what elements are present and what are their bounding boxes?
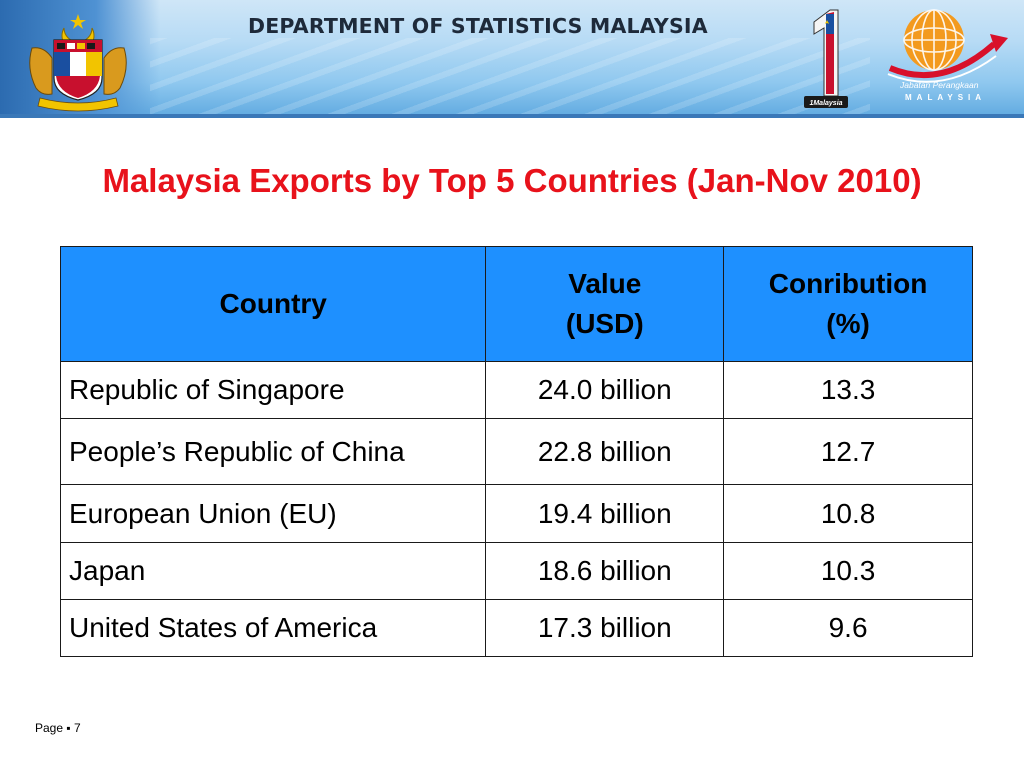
table-row: United States of America 17.3 billion 9.…: [59, 599, 973, 657]
coat-of-arms-logo: [29, 14, 127, 112]
header-value: Value (USD): [485, 246, 725, 362]
table-header-row: Country Value (USD) Conribution (%): [59, 246, 973, 362]
header-country: Country: [59, 246, 487, 362]
one-malaysia-logo: 1Malaysia: [804, 9, 848, 108]
cell-country: Japan: [59, 542, 487, 600]
banner-decoration: [150, 38, 870, 118]
slide-title: Malaysia Exports by Top 5 Countries (Jan…: [102, 162, 922, 199]
cell-value: 24.0 billion: [485, 361, 725, 419]
cell-value: 17.3 billion: [485, 599, 725, 657]
dosm-org-name: Jabatan Perangkaan: [900, 80, 979, 90]
cell-contribution: 12.7: [723, 418, 973, 485]
cell-country: European Union (EU): [59, 484, 487, 543]
dosm-logo: [887, 9, 1008, 83]
banner-bottom-line: [0, 114, 1024, 118]
page-label: Page: [35, 721, 64, 735]
department-title: DEPARTMENT OF STATISTICS MALAYSIA: [248, 14, 708, 38]
one-malaysia-text: 1Malaysia: [809, 100, 842, 107]
page-number: 7: [73, 721, 81, 735]
table-row: People’s Republic of China 22.8 billion …: [59, 418, 973, 485]
cell-country: United States of America: [59, 599, 487, 657]
header-contribution: Conribution (%): [723, 246, 973, 362]
table-row: Republic of Singapore 24.0 billion 13.3: [59, 361, 973, 419]
cell-contribution: 10.3: [723, 542, 973, 600]
cell-contribution: 10.8: [723, 484, 973, 543]
cell-value: 22.8 billion: [485, 418, 725, 485]
table-row: European Union (EU) 19.4 billion 10.8: [59, 484, 973, 543]
cell-contribution: 9.6: [723, 599, 973, 657]
cell-value: 18.6 billion: [485, 542, 725, 600]
exports-table: Country Value (USD) Conribution (%) Repu…: [59, 246, 973, 657]
dosm-country-name: MALAYSIA: [905, 93, 987, 102]
header-banner: [0, 0, 1024, 118]
cell-contribution: 13.3: [723, 361, 973, 419]
cell-value: 19.4 billion: [485, 484, 725, 543]
page-footer: Page ▪ 7: [35, 721, 81, 735]
cell-country: People’s Republic of China: [59, 418, 487, 485]
page-separator: ▪: [66, 721, 71, 735]
table-row: Japan 18.6 billion 10.3: [59, 542, 973, 600]
cell-country: Republic of Singapore: [59, 361, 487, 419]
